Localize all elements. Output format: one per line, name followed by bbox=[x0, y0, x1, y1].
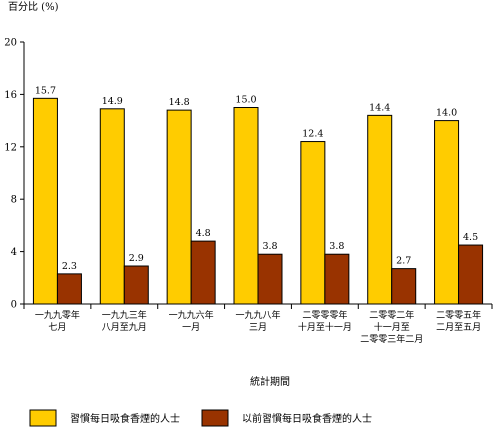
legend: 習慣每日吸食香煙的人士 以前習慣每日吸食香煙的人士 bbox=[29, 409, 372, 427]
x-category-label: 二零零三年二月 bbox=[360, 333, 423, 345]
data-label: 14.4 bbox=[369, 102, 390, 113]
data-label: 3.8 bbox=[262, 241, 277, 252]
x-category-label: 一月 bbox=[182, 322, 200, 333]
y-tick-label: 0 bbox=[11, 300, 17, 311]
bar-current-smokers bbox=[166, 109, 192, 305]
y-tick-label: 12 bbox=[4, 142, 17, 153]
y-tick-label: 16 bbox=[4, 90, 17, 101]
data-label: 14.0 bbox=[436, 108, 457, 119]
bar-current-smokers bbox=[233, 107, 259, 305]
x-category-label: 二月至五月 bbox=[436, 322, 481, 333]
bar-former-smokers bbox=[324, 253, 350, 305]
y-tick-label: 8 bbox=[11, 195, 17, 206]
bar-former-smokers bbox=[458, 244, 484, 305]
data-label: 14.9 bbox=[102, 96, 123, 107]
x-category-label: 十月至十一月 bbox=[298, 321, 352, 333]
bar-former-smokers bbox=[56, 273, 82, 305]
bar-current-smokers bbox=[367, 114, 393, 305]
x-category-label: 二零零五年 bbox=[436, 309, 481, 321]
bar-current-smokers bbox=[434, 120, 460, 305]
data-label: 2.9 bbox=[129, 253, 144, 264]
data-label: 12.4 bbox=[302, 129, 323, 140]
x-category-label: 七月 bbox=[48, 322, 66, 333]
legend-label: 以前習慣每日吸食香煙的人士 bbox=[242, 412, 372, 425]
x-category-label: 一九九八年 bbox=[235, 309, 280, 321]
data-label: 3.8 bbox=[329, 241, 344, 252]
legend-swatch bbox=[201, 409, 229, 427]
bar-current-smokers bbox=[300, 141, 326, 305]
x-category-label: 一九九三年 bbox=[102, 309, 147, 321]
bar-former-smokers bbox=[257, 253, 283, 305]
bar-former-smokers bbox=[190, 240, 216, 305]
bar-former-smokers bbox=[391, 268, 417, 305]
data-label: 15.7 bbox=[35, 85, 56, 96]
x-category-label: 二零零二年 bbox=[369, 309, 414, 321]
x-axis-title: 統計期間 bbox=[250, 375, 290, 388]
legend-swatch bbox=[29, 409, 57, 427]
bar-current-smokers bbox=[99, 108, 125, 305]
x-category-label: 二零零零年 bbox=[302, 309, 347, 321]
bar-former-smokers bbox=[123, 265, 149, 305]
x-category-label: 十一月至 bbox=[374, 321, 410, 333]
data-label: 15.0 bbox=[235, 95, 256, 106]
data-label: 2.7 bbox=[396, 256, 411, 267]
data-label: 14.8 bbox=[169, 97, 190, 108]
legend-label: 習慣每日吸食香煙的人士 bbox=[70, 412, 180, 425]
data-label: 2.3 bbox=[62, 261, 77, 272]
y-axis-title: 百分比 (%) bbox=[8, 1, 59, 13]
x-category-label: 三月 bbox=[249, 322, 267, 333]
data-label: 4.8 bbox=[196, 228, 211, 239]
x-category-label: 一九九六年 bbox=[169, 309, 214, 321]
bar-current-smokers bbox=[32, 97, 58, 305]
y-tick-label: 4 bbox=[11, 247, 17, 258]
y-tick-label: 20 bbox=[4, 38, 17, 49]
x-category-label: 一九九零年 bbox=[35, 309, 80, 321]
x-category-label: 八月至九月 bbox=[102, 322, 147, 333]
data-label: 4.5 bbox=[463, 232, 478, 243]
